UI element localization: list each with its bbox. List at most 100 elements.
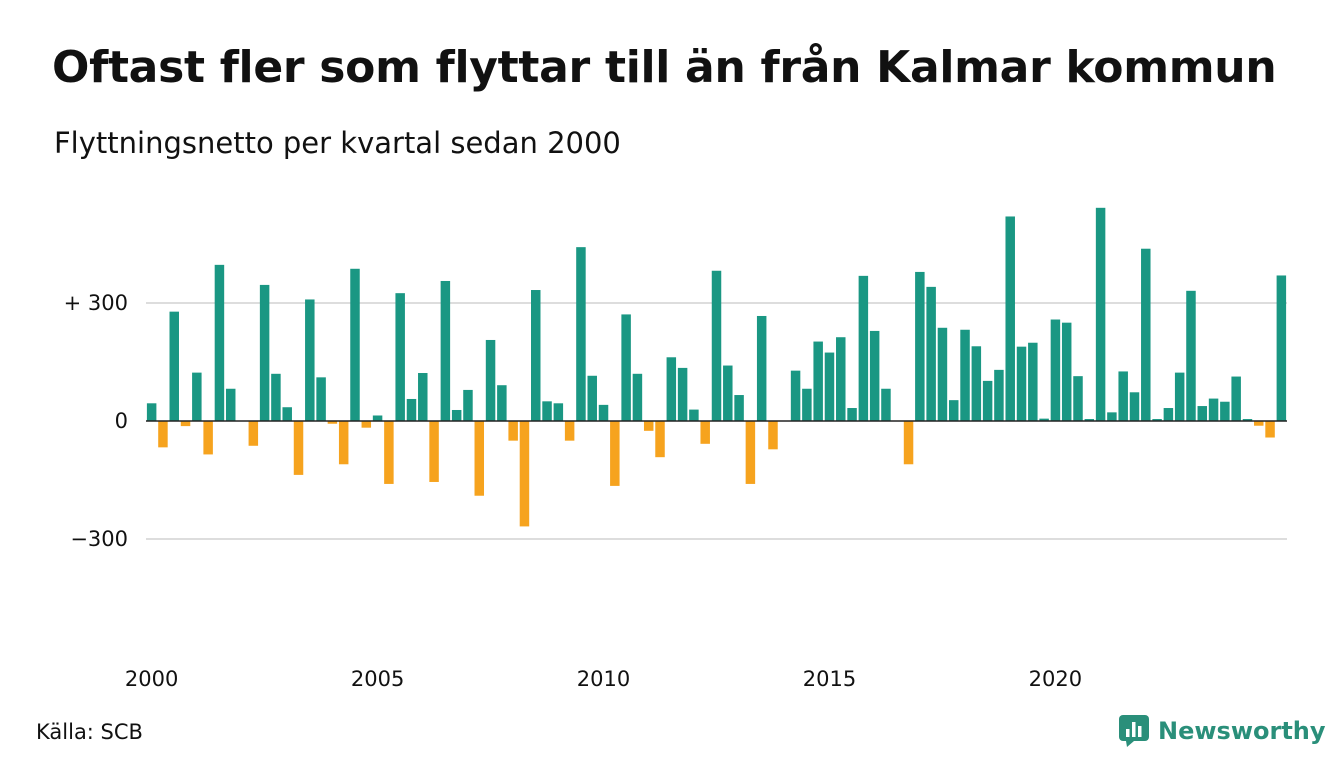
bar-positive <box>553 403 564 421</box>
y-tick-label: −300 <box>70 527 128 551</box>
x-tick-label: 2005 <box>351 667 404 691</box>
bar-positive <box>790 370 801 421</box>
bar-negative <box>643 421 654 431</box>
bar-negative <box>508 421 518 441</box>
bar-negative <box>327 421 338 424</box>
x-tick-label: 2010 <box>577 667 630 691</box>
bar-positive <box>531 290 541 421</box>
y-tick-label: 0 <box>115 409 128 433</box>
bar-positive <box>1141 248 1151 421</box>
bar-negative <box>610 421 620 486</box>
bar-positive <box>282 407 292 421</box>
chart-title: Oftast fler som flyttar till än från Kal… <box>52 42 1277 93</box>
bar-positive <box>915 271 925 421</box>
bar-negative <box>248 421 259 446</box>
bar-positive <box>587 375 597 421</box>
x-tick-label: 2015 <box>803 667 856 691</box>
bar-negative <box>293 421 304 475</box>
bar-positive <box>1231 376 1241 421</box>
bar-negative <box>564 421 575 441</box>
bar-negative <box>338 421 349 465</box>
bar-positive <box>847 408 857 421</box>
bar-positive <box>666 357 677 421</box>
bar-positive <box>677 367 688 421</box>
source-note: Källa: SCB <box>36 720 143 744</box>
bar-positive <box>926 286 936 421</box>
bar-positive <box>621 314 631 421</box>
bar-positive <box>971 346 982 421</box>
bar-positive <box>1028 342 1038 421</box>
bar-negative <box>361 421 372 428</box>
bar-negative <box>158 421 168 448</box>
bar-positive <box>948 400 959 421</box>
chart-subtitle: Flyttningsnetto per kvartal sedan 2000 <box>54 126 621 160</box>
bar-positive <box>542 401 552 421</box>
bar-negative <box>655 421 665 458</box>
bar-positive <box>1163 408 1174 421</box>
bar-positive <box>497 385 507 421</box>
bar-positive <box>146 403 157 421</box>
x-axis-labels: 2000 2005 2010 2015 2020 <box>125 667 1082 691</box>
bar-positive <box>406 398 417 421</box>
bar-positive <box>1186 290 1196 421</box>
bar-positive <box>463 389 473 421</box>
bar-positive <box>869 330 880 421</box>
bar-positive <box>214 264 225 421</box>
bar-positive <box>598 404 609 421</box>
bar-positive <box>1016 346 1027 421</box>
bar-positive <box>1107 412 1117 421</box>
bar-positive <box>395 293 405 421</box>
bar-positive <box>1276 275 1287 421</box>
bar-positive <box>485 339 496 421</box>
bar-negative <box>429 421 439 482</box>
bar-positive <box>1129 392 1140 421</box>
newsworthy-logo-icon <box>1119 715 1149 747</box>
bar-positive <box>632 373 643 421</box>
bar-positive <box>350 268 360 421</box>
bar-positive <box>824 352 835 421</box>
bar-positive <box>711 270 722 421</box>
bar-positive <box>723 365 733 421</box>
bar-positive <box>576 247 586 421</box>
bar-positive <box>440 280 451 421</box>
bar-positive <box>1220 401 1230 421</box>
y-axis-labels: + 300 0 −300 <box>64 291 128 551</box>
bar-negative <box>1254 421 1264 426</box>
bar-negative <box>768 421 778 450</box>
bar-positive <box>1084 419 1095 421</box>
bar-positive <box>1095 207 1106 421</box>
bar-positive <box>1197 406 1208 421</box>
bar-positive <box>960 329 970 421</box>
bar-positive <box>271 373 281 421</box>
bar-negative <box>384 421 394 484</box>
bar-positive <box>451 409 462 421</box>
bar-negative <box>180 421 191 427</box>
bar-positive <box>305 299 315 421</box>
bar-positive <box>1174 372 1185 421</box>
bar-negative <box>700 421 710 444</box>
bar-positive <box>881 388 891 421</box>
bars <box>146 207 1287 527</box>
bar-positive <box>937 327 948 421</box>
bar-positive <box>1005 216 1015 421</box>
bar-positive <box>225 388 236 421</box>
bar-negative <box>903 421 914 465</box>
brand-name: Newsworthy <box>1158 717 1326 745</box>
bar-positive <box>858 275 869 421</box>
bar-positive <box>1073 376 1083 421</box>
bar-positive <box>802 388 812 421</box>
bar-negative <box>203 421 213 455</box>
bar-positive <box>1118 371 1128 421</box>
bar-positive <box>734 395 744 421</box>
bar-positive <box>689 409 699 421</box>
y-tick-label: + 300 <box>64 291 128 315</box>
x-tick-label: 2000 <box>125 667 178 691</box>
bar-negative <box>474 421 485 496</box>
bar-positive <box>169 311 179 421</box>
bar-negative <box>1265 421 1275 438</box>
bar-positive <box>1039 418 1049 421</box>
bar-positive <box>813 341 823 421</box>
bar-positive <box>1050 319 1061 421</box>
bar-positive <box>372 415 383 421</box>
